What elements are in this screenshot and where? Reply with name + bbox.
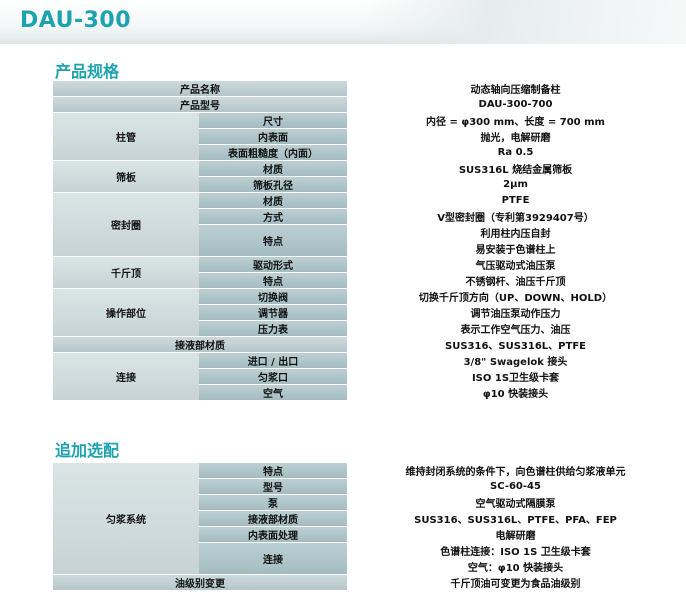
row-label: 特点 — [199, 273, 347, 288]
row-value: 维持封闭系统的条件下，向色谱柱供给匀浆液单元 — [347, 463, 684, 478]
row-value: 动态轴向压缩制备柱 — [347, 81, 684, 96]
spec-table: 产品名称 动态轴向压缩制备柱 产品型号 DAU-300-700 柱管 尺寸 内径… — [53, 80, 684, 401]
row-value: 利用柱内压自封 — [347, 225, 684, 240]
options-table: 匀浆系统 特点 维持封闭系统的条件下，向色谱柱供给匀浆液单元 型号 SC-60-… — [53, 462, 684, 591]
row-value: ISO 1S卫生级卡套 — [347, 369, 684, 384]
row-label: 空气 — [199, 385, 347, 400]
table-row: 内表面处理 电解研磨 — [53, 527, 684, 542]
row-label: 尺寸 — [199, 113, 347, 128]
row-label: 产品型号 — [53, 97, 347, 112]
table-row: 易安装于色谱柱上 — [53, 241, 684, 256]
row-label: 特点 — [199, 225, 347, 256]
table-row: 空气：φ10 快装接头 — [53, 559, 684, 574]
table-row: 筛板 材质 SUS316L 烧结金属筛板 — [53, 161, 684, 192]
row-label: 调节器 — [199, 305, 347, 320]
table-row: 方式 V型密封圈（专利第3929407号） — [53, 209, 684, 224]
row-label: 内表面 — [199, 129, 347, 144]
row-value: SC-60-45 — [347, 479, 684, 494]
row-label: 材质 — [199, 161, 347, 176]
table-row: 柱管 尺寸 内径 = φ300 mm、长度 = 700 mm — [53, 113, 684, 160]
row-value: 3/8" Swagelok 接头 — [347, 353, 684, 368]
row-value: 不锈钢杆、油压千斤顶 — [347, 273, 684, 288]
row-value: 切换千斤顶方向（UP、DOWN、HOLD） — [347, 289, 684, 304]
table-row: 表面粗糙度（内面） Ra 0.5 — [53, 145, 684, 160]
row-value: PTFE — [347, 193, 684, 208]
table-row: 泵 空气驱动式隔膜泵 — [53, 495, 684, 510]
row-value: 气压驱动式油压泵 — [347, 257, 684, 272]
table-row: 匀浆系统 特点 维持封闭系统的条件下，向色谱柱供给匀浆液单元 — [53, 463, 684, 574]
group-label: 匀浆系统 — [53, 463, 199, 574]
table-row: 连接 色谱柱连接：ISO 1S 卫生级卡套 — [53, 543, 684, 574]
row-label: 型号 — [199, 479, 347, 494]
row-value: 抛光，电解研磨 — [347, 129, 684, 144]
row-value: 千斤顶油可变更为食品油级别 — [347, 575, 684, 590]
group-label: 连接 — [53, 353, 199, 400]
row-label: 内表面处理 — [199, 527, 347, 542]
row-value: 2μm — [347, 177, 684, 192]
row-label: 油级别变更 — [53, 575, 347, 590]
row-label: 表面粗糙度（内面） — [199, 145, 347, 160]
row-value: 电解研磨 — [347, 527, 684, 542]
row-label: 材质 — [199, 193, 347, 208]
row-value: φ10 快装接头 — [347, 385, 684, 400]
row-label: 筛板孔径 — [199, 177, 347, 192]
row-value: Ra 0.5 — [347, 145, 684, 160]
table-row: 产品名称 动态轴向压缩制备柱 — [53, 81, 684, 96]
row-value: 空气驱动式隔膜泵 — [347, 495, 684, 510]
table-row: 型号 SC-60-45 — [53, 479, 684, 494]
table-row: 特点 利用柱内压自封 — [53, 225, 684, 256]
row-value: SUS316L 烧结金属筛板 — [347, 161, 684, 176]
row-label: 切换阀 — [199, 289, 347, 304]
options-section-title: 追加选配 — [55, 441, 120, 460]
row-label: 产品名称 — [53, 81, 347, 96]
table-row: 筛板孔径 2μm — [53, 177, 684, 192]
row-value: SUS316、SUS316L、PTFE、PFA、FEP — [347, 511, 684, 526]
row-label: 匀浆口 — [199, 369, 347, 384]
table-row: 连接 进口 / 出口 3/8" Swagelok 接头 — [53, 353, 684, 400]
model-logo: DAU-300 — [20, 8, 132, 33]
row-value: 色谱柱连接：ISO 1S 卫生级卡套 — [347, 543, 684, 558]
row-label: 泵 — [199, 495, 347, 510]
row-label: 特点 — [199, 463, 347, 478]
table-row: 千斤顶 驱动形式 气压驱动式油压泵 — [53, 257, 684, 288]
group-label: 密封圈 — [53, 193, 199, 256]
table-row: 空气 φ10 快装接头 — [53, 385, 684, 400]
group-label: 千斤顶 — [53, 257, 199, 288]
row-value: 内径 = φ300 mm、长度 = 700 mm — [347, 113, 684, 128]
row-value: 易安装于色谱柱上 — [347, 241, 684, 256]
row-value: 表示工作空气压力、油压 — [347, 321, 684, 336]
row-label: 进口 / 出口 — [199, 353, 347, 368]
row-label: 压力表 — [199, 321, 347, 336]
table-row: 接液部材质 SUS316、SUS316L、PTFE — [53, 337, 684, 352]
table-row: 匀浆口 ISO 1S卫生级卡套 — [53, 369, 684, 384]
row-value: 调节油压泵动作压力 — [347, 305, 684, 320]
top-banner: DAU-300 — [0, 0, 686, 44]
row-label: 驱动形式 — [199, 257, 347, 272]
row-value: DAU-300-700 — [347, 97, 684, 112]
table-row: 特点 不锈钢杆、油压千斤顶 — [53, 273, 684, 288]
table-row: 内表面 抛光，电解研磨 — [53, 129, 684, 144]
row-label: 接液部材质 — [53, 337, 347, 352]
table-row: 压力表 表示工作空气压力、油压 — [53, 321, 684, 336]
group-label: 柱管 — [53, 113, 199, 160]
row-label: 方式 — [199, 209, 347, 224]
row-label: 连接 — [199, 543, 347, 574]
row-value: V型密封圈（专利第3929407号） — [347, 209, 684, 224]
group-label: 操作部位 — [53, 289, 199, 336]
table-row: 接液部材质 SUS316、SUS316L、PTFE、PFA、FEP — [53, 511, 684, 526]
spec-section-title: 产品规格 — [55, 62, 120, 81]
banner-gradient — [186, 0, 686, 44]
table-row: 调节器 调节油压泵动作压力 — [53, 305, 684, 320]
table-row: 密封圈 材质 PTFE — [53, 193, 684, 256]
row-value: 空气：φ10 快装接头 — [347, 559, 684, 574]
group-label: 筛板 — [53, 161, 199, 192]
table-row: 操作部位 切换阀 切换千斤顶方向（UP、DOWN、HOLD） — [53, 289, 684, 336]
table-row: 产品型号 DAU-300-700 — [53, 97, 684, 112]
table-row: 油级别变更 千斤顶油可变更为食品油级别 — [53, 575, 684, 590]
row-value: SUS316、SUS316L、PTFE — [347, 337, 684, 352]
row-label: 接液部材质 — [199, 511, 347, 526]
